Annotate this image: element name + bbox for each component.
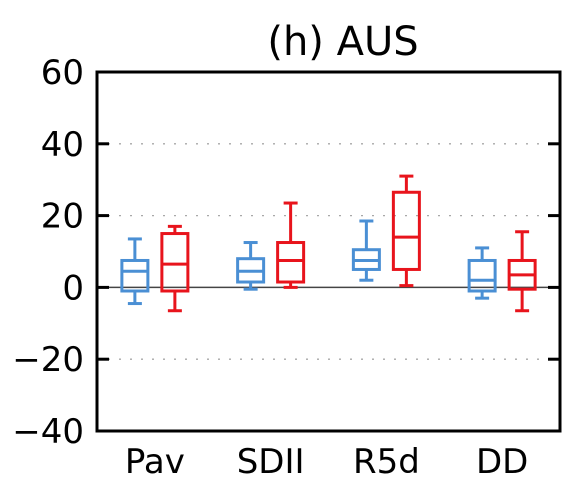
y-tick-label: 60: [41, 53, 84, 93]
box-1-r5d: [351, 219, 381, 282]
plot-frame: [95, 70, 562, 433]
box-2-r5d: [391, 174, 421, 288]
y-tick-label: −40: [12, 412, 84, 452]
box-1-pav: [120, 237, 150, 306]
y-axis-ticks: 60 40 20 0 −20 −40: [12, 53, 560, 452]
x-category-label: SDII: [237, 442, 305, 479]
x-category-label: DD: [476, 442, 528, 479]
box-1-sdii: [236, 241, 266, 291]
y-tick-label: −20: [12, 340, 84, 380]
chart-title: (h) AUS: [267, 19, 418, 65]
x-category-label: Pav: [125, 442, 185, 479]
grid-lines: [97, 143, 560, 360]
x-axis-category-labels: Pav SDII R5d DD: [125, 442, 528, 479]
box-1-dd: [467, 246, 497, 300]
box-2-dd: [507, 230, 537, 313]
box-layer: [120, 174, 537, 313]
x-category-label: R5d: [353, 442, 420, 479]
box-iqr: [160, 232, 190, 293]
box-iqr: [391, 190, 421, 271]
box-iqr: [467, 258, 497, 293]
box-2-pav: [160, 224, 190, 313]
box-2-sdii: [276, 201, 306, 289]
y-tick-label: 0: [62, 268, 84, 308]
y-tick-label: 40: [41, 125, 84, 165]
box-iqr: [120, 258, 150, 293]
box-iqr: [276, 241, 306, 284]
y-tick-label: 20: [41, 197, 84, 237]
